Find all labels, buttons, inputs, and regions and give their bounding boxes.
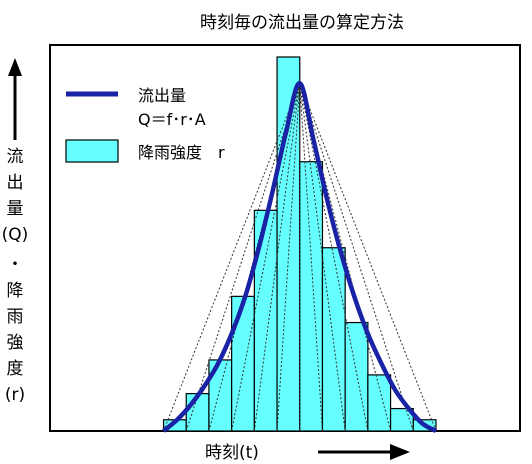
- legend-line-formula: Q＝f･r･A: [138, 110, 206, 129]
- y-axis-label-char: 出: [7, 173, 24, 193]
- dotted-triangles: [163, 82, 437, 432]
- rain-bar: [231, 295, 255, 432]
- x-axis-arrow-head: [390, 444, 410, 460]
- rain-bar: [367, 374, 392, 432]
- legend-line-label: 流出量: [138, 86, 186, 105]
- legend: 流出量 Q＝f･r･A 降雨強度 r: [65, 86, 225, 163]
- legend-bar-swatch: [65, 139, 119, 163]
- line-series: [162, 80, 438, 434]
- rain-bar: [321, 247, 346, 432]
- y-axis-label-char: 度: [7, 359, 24, 379]
- x-axis-label: 時刻(t): [205, 443, 259, 463]
- dotted-line: [253, 83, 301, 432]
- y-axis-label-char: ・: [7, 255, 24, 275]
- rain-bar: [299, 161, 324, 432]
- runoff-line: [162, 80, 438, 434]
- dotted-line: [185, 83, 301, 432]
- y-axis-label-char: 強: [7, 333, 24, 353]
- y-axis-label-char: 量: [7, 199, 24, 219]
- chart-title: 時刻毎の流出量の算定方法: [200, 13, 404, 33]
- dotted-line: [299, 83, 414, 432]
- legend-bar-label: 降雨強度 r: [138, 143, 225, 162]
- y-axis-label-char: (r): [5, 385, 25, 405]
- dotted-line: [299, 83, 346, 432]
- y-axis-label-char: 雨: [7, 307, 24, 327]
- y-axis-label-char: 流: [7, 147, 24, 167]
- y-axis-label-char: (Q): [2, 225, 29, 245]
- y-axis-label: 流出量 (Q) ・降雨強度 (r): [2, 147, 29, 405]
- dotted-line: [299, 83, 369, 432]
- y-axis-label-char: 降: [7, 281, 24, 301]
- y-axis-arrow-head: [8, 58, 22, 76]
- dotted-line: [231, 83, 301, 432]
